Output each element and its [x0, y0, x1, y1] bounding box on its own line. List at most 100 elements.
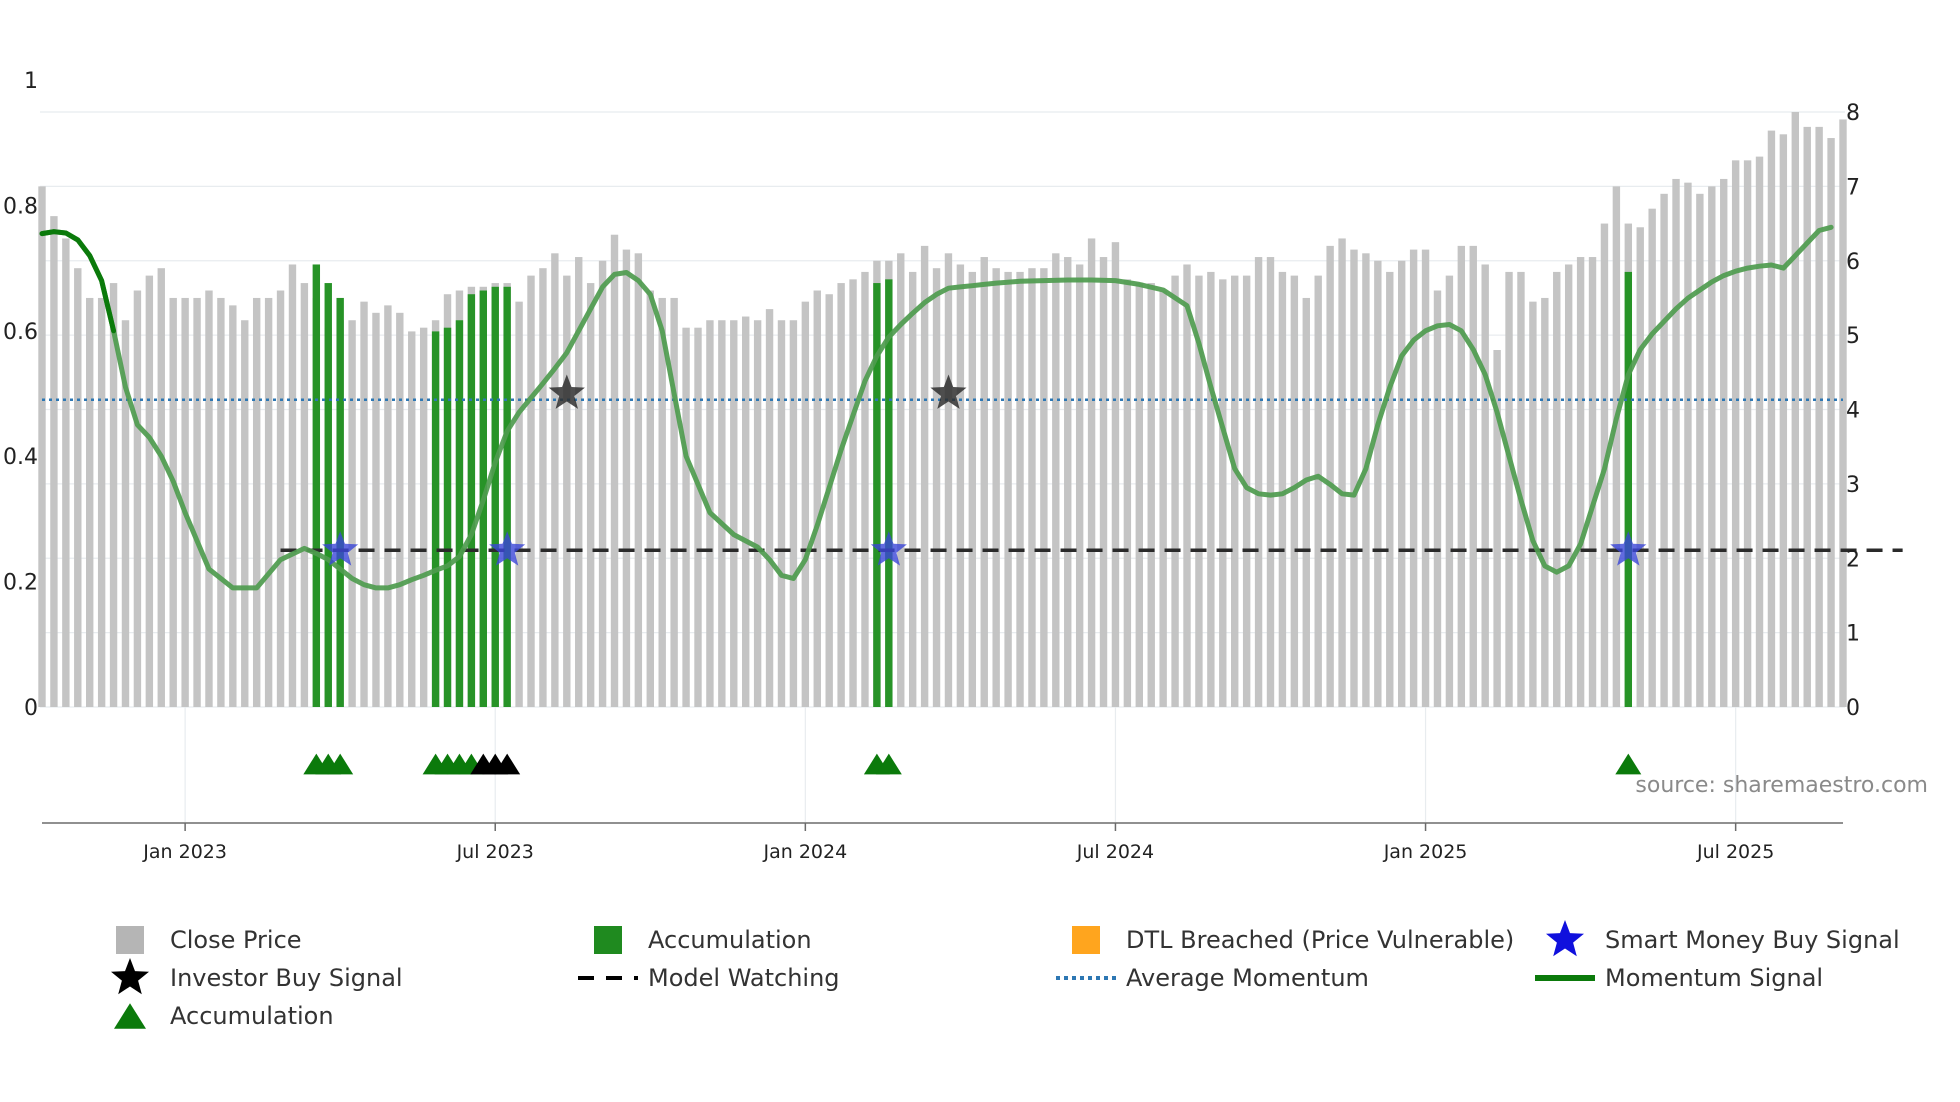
- close-price-bar: [849, 279, 857, 707]
- close-price-bar: [1493, 350, 1501, 707]
- left-tick-label: 0.8: [3, 194, 38, 219]
- legend-label: Accumulation: [170, 1002, 334, 1030]
- close-price-bar: [1064, 257, 1072, 707]
- close-price-bar: [1541, 297, 1549, 707]
- close-price-bar: [1731, 160, 1740, 707]
- close-price-bar: [1553, 271, 1561, 707]
- right-tick-label: 0: [1846, 696, 1860, 721]
- investor-buy-star: [930, 374, 967, 409]
- accumulation-bar: [467, 294, 476, 707]
- legend-label: Smart Money Buy Signal: [1605, 926, 1900, 954]
- x-tick-label: Jan 2024: [762, 841, 847, 863]
- close-price-bar: [1767, 130, 1776, 707]
- legend-item: Smart Money Buy Signal: [1546, 920, 1900, 957]
- close-price-bar: [1469, 245, 1477, 707]
- close-price-bar: [1004, 271, 1012, 707]
- legend-label: Close Price: [170, 926, 302, 954]
- x-tick-label: Jul 2024: [1076, 841, 1154, 863]
- legend-item: Accumulation: [114, 1002, 334, 1030]
- left-tick-label: 0.6: [3, 320, 38, 345]
- close-price-bar: [1576, 257, 1585, 707]
- close-price-bar: [1433, 290, 1442, 707]
- close-price-bar: [348, 320, 356, 707]
- close-price-bar: [575, 257, 583, 707]
- legend-item: Investor Buy Signal: [111, 958, 403, 995]
- signal-markers: [303, 374, 1647, 775]
- close-price-bar: [1386, 271, 1394, 707]
- legend-item: Average Momentum: [1056, 964, 1369, 992]
- close-price-bar: [1815, 126, 1823, 707]
- close-price-bar: [1052, 253, 1060, 707]
- close-price-bar: [944, 253, 953, 707]
- smart-money-star: [870, 531, 907, 566]
- close-price-bar: [193, 297, 201, 707]
- accumulation-triangle: [327, 753, 354, 775]
- close-price-bar: [1326, 245, 1334, 707]
- close-price-bar: [1314, 275, 1322, 707]
- accumulation-triangle: [875, 753, 902, 775]
- x-tick-label: Jul 2023: [456, 841, 534, 863]
- accumulation-bar: [491, 286, 499, 707]
- close-price-bar: [956, 264, 965, 707]
- close-price-bar: [1648, 208, 1656, 707]
- close-price-bar: [968, 271, 977, 707]
- close-price-bar: [1338, 238, 1346, 707]
- right-tick-label: 4: [1846, 399, 1860, 424]
- close-price-bar: [515, 301, 523, 707]
- momentum-signal-start: [39, 229, 117, 334]
- close-price-bar: [1028, 268, 1036, 707]
- investor-buy-star: [548, 374, 585, 409]
- close-price-bar: [610, 234, 619, 707]
- close-price-bar: [1075, 264, 1084, 707]
- close-price-bar: [789, 320, 798, 707]
- momentum-signal-line: [39, 224, 1834, 591]
- close-price-bar: [527, 275, 535, 707]
- close-price-bar: [777, 320, 786, 707]
- close-price-bar: [86, 297, 94, 707]
- close-price-bar: [1219, 279, 1227, 707]
- accumulation-bar: [336, 297, 344, 707]
- close-price-bar: [252, 297, 261, 707]
- close-price-bar: [1684, 182, 1692, 707]
- close-price-bar: [1564, 264, 1573, 707]
- close-price-bar: [682, 327, 690, 707]
- close-price-bar: [145, 275, 154, 707]
- close-price-bar: [1827, 138, 1835, 707]
- legend-item: Model Watching: [578, 964, 840, 992]
- right-tick-label: 7: [1846, 175, 1860, 200]
- accumulation-bar: [885, 279, 893, 707]
- close-price-bar: [1588, 257, 1597, 707]
- close-price-bar: [694, 327, 702, 707]
- legend-swatch: [116, 926, 144, 954]
- close-price-bar: [1111, 242, 1120, 707]
- close-price-bar: [1743, 160, 1752, 707]
- close-price-bar: [50, 216, 58, 707]
- gridlines: [40, 111, 1845, 822]
- close-price-bar: [1147, 283, 1155, 707]
- close-price-bar: [1529, 301, 1537, 707]
- legend-swatch: [594, 926, 622, 954]
- close-price-bar: [1612, 186, 1621, 707]
- legend-item: Momentum Signal: [1535, 964, 1823, 992]
- legend-label: Model Watching: [648, 964, 840, 992]
- close-price-bar: [837, 283, 845, 707]
- smart-money-star: [1610, 531, 1647, 566]
- close-price-bar: [1195, 275, 1203, 707]
- close-price-bar: [1660, 193, 1668, 707]
- signal-lines: [39, 224, 1903, 591]
- right-tick-label: 3: [1846, 473, 1860, 498]
- close-price-bar: [908, 271, 917, 707]
- close-price-bar: [1242, 275, 1251, 707]
- close-price-bar: [765, 309, 774, 707]
- close-price-bar: [62, 238, 70, 707]
- left-tick-label: 0: [24, 696, 38, 721]
- close-price-bar: [658, 297, 666, 707]
- x-tick-label: Jan 2023: [142, 841, 227, 863]
- close-price-bar: [1720, 178, 1728, 707]
- legend: Close Price Accumulation DTL Breached (Pri…: [111, 920, 1900, 1030]
- source-label: source: sharemaestro.com: [1635, 773, 1928, 798]
- close-price-bar: [730, 320, 738, 707]
- right-tick-label: 1: [1846, 622, 1860, 647]
- close-price-bar: [1755, 156, 1764, 707]
- legend-star-icon: [111, 958, 149, 995]
